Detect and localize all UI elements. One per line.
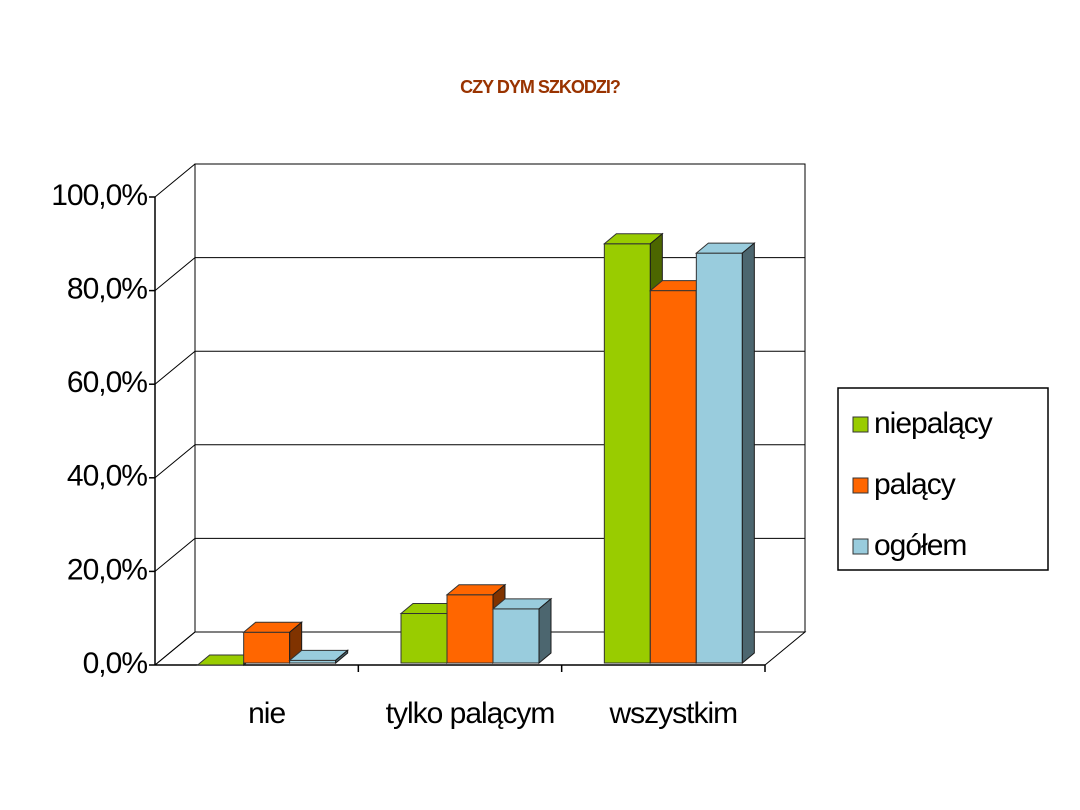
legend-box xyxy=(837,387,1049,571)
bar xyxy=(288,649,350,665)
y-tick-label: 80,0% xyxy=(67,273,147,306)
grid-line xyxy=(154,631,805,666)
x-tick-label-box: wszystkim xyxy=(609,697,739,730)
bar-front xyxy=(400,613,448,664)
legend-swatch xyxy=(852,416,869,433)
y-tick-label: 0,0% xyxy=(83,647,148,680)
bar-side xyxy=(335,649,349,665)
bar xyxy=(491,597,553,665)
x-tick-label: wszystkim xyxy=(609,697,739,730)
legend-swatch xyxy=(852,477,869,494)
bar-front xyxy=(603,243,651,664)
grid-line xyxy=(154,163,805,198)
bar-front xyxy=(243,631,291,664)
legend-label: palący xyxy=(874,468,956,501)
y-tick-label: 100,0% xyxy=(51,179,147,212)
bar-front xyxy=(649,290,697,664)
bar-front xyxy=(492,608,540,664)
y-tick-label: 60,0% xyxy=(67,366,147,399)
grid-line xyxy=(154,350,805,385)
bar-front xyxy=(695,252,743,664)
bar xyxy=(694,242,756,665)
grid-line xyxy=(154,257,805,291)
bar xyxy=(242,621,304,665)
chart-title: CZY DYM SZKODZI? xyxy=(460,77,620,97)
y-tick-label: 20,0% xyxy=(67,553,147,586)
legend-label: ogółem xyxy=(874,529,966,562)
grid-line xyxy=(154,537,805,572)
legend-swatch xyxy=(852,538,869,555)
legend-label: niepalący xyxy=(874,407,993,440)
bar-front xyxy=(446,594,494,664)
bar-side xyxy=(741,242,755,665)
x-tick-label-box: nie xyxy=(248,697,286,730)
bar-side xyxy=(538,597,552,665)
x-tick-label: tylko palącym xyxy=(385,697,556,730)
y-tick-label: 40,0% xyxy=(67,460,147,493)
x-tick-label: nie xyxy=(248,697,286,730)
grid-line xyxy=(154,444,805,479)
x-tick-label-box: tylko palącym xyxy=(385,697,556,730)
